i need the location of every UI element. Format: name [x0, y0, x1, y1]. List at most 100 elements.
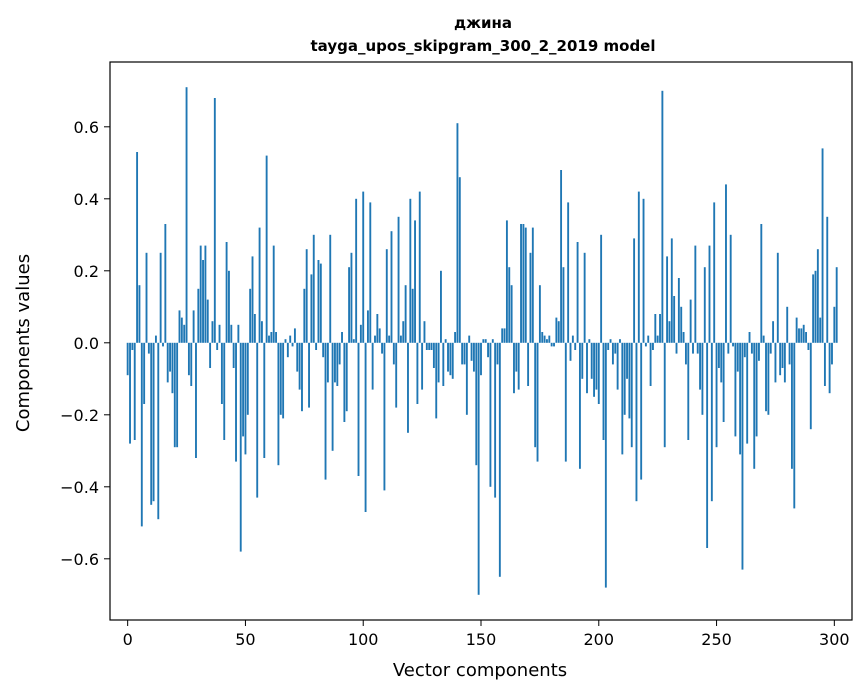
bar-118 [404, 285, 407, 343]
bar-99 [359, 324, 362, 343]
bar-259 [736, 342, 739, 372]
bar-290 [809, 342, 812, 430]
bar-133 [440, 270, 442, 343]
bar-281 [788, 342, 791, 365]
bar-89 [336, 342, 339, 386]
bar-295 [821, 148, 824, 343]
bar-37 [213, 98, 216, 343]
bar-15 [162, 342, 164, 347]
bar-233 [675, 342, 678, 354]
bar-206 [611, 342, 614, 365]
bar-22 [178, 310, 181, 343]
x-tick-label: 250 [701, 630, 732, 649]
x-tick-label: 0 [123, 630, 133, 649]
bar-5 [138, 285, 141, 343]
bar-267 [755, 342, 758, 437]
bar-243 [699, 342, 701, 390]
bar-70 [291, 342, 294, 347]
x-tick-label: 100 [348, 630, 379, 649]
y-tick-label: 0.2 [74, 262, 99, 281]
bar-120 [409, 198, 412, 343]
bar-264 [748, 332, 751, 343]
bar-18 [169, 342, 171, 372]
bar-109 [383, 342, 386, 491]
bar-146 [470, 342, 473, 361]
bar-184 [560, 170, 563, 343]
bar-179 [548, 335, 551, 343]
bar-69 [289, 335, 292, 343]
bar-276 [776, 252, 779, 343]
bar-85 [326, 342, 329, 383]
bar-75 [303, 288, 306, 343]
bar-284 [795, 317, 798, 343]
bar-168 [522, 224, 525, 343]
bar-32 [202, 260, 204, 343]
bar-149 [477, 342, 480, 595]
bar-136 [447, 342, 449, 372]
bar-73 [298, 342, 301, 390]
bar-44 [230, 324, 233, 343]
bar-56 [258, 227, 261, 343]
bar-192 [578, 342, 581, 469]
bar-196 [588, 339, 591, 343]
bar-190 [574, 342, 577, 350]
bar-64 [277, 342, 280, 466]
bar-238 [687, 342, 690, 440]
bar-226 [659, 314, 661, 343]
y-tick-label: 0.0 [74, 334, 99, 353]
bar-27 [190, 342, 193, 386]
bar-2 [131, 342, 134, 350]
bar-7 [143, 342, 146, 404]
bar-211 [623, 342, 626, 415]
bar-285 [798, 328, 800, 343]
bar-173 [534, 342, 537, 448]
bar-188 [569, 342, 572, 361]
bar-240 [692, 342, 694, 354]
bar-135 [444, 339, 447, 343]
x-tick-label: 150 [466, 630, 497, 649]
bar-170 [527, 342, 530, 386]
bar-130 [432, 342, 435, 368]
chart-title: джина [454, 14, 512, 32]
bar-3 [133, 342, 136, 440]
bar-88 [334, 342, 336, 383]
bar-270 [762, 335, 765, 343]
bar-45 [232, 342, 235, 368]
bar-280 [786, 306, 789, 343]
bar-42 [225, 242, 228, 343]
bar-250 [715, 342, 718, 448]
x-tick-label: 200 [584, 630, 615, 649]
bar-167 [520, 224, 522, 343]
bar-229 [666, 256, 669, 343]
bar-148 [475, 342, 478, 466]
bar-212 [626, 342, 628, 379]
bar-194 [583, 252, 586, 343]
bar-209 [619, 339, 621, 343]
bar-46 [235, 342, 237, 462]
plot-frame [109, 61, 853, 621]
bar-123 [416, 342, 419, 404]
bar-48 [239, 342, 242, 552]
bar-30 [197, 288, 200, 343]
bar-110 [385, 249, 388, 343]
bar-232 [673, 296, 676, 343]
bar-57 [260, 321, 263, 343]
bar-53 [251, 256, 254, 343]
bar-51 [246, 342, 249, 415]
bar-55 [256, 342, 259, 498]
bar-96 [352, 339, 355, 343]
bar-292 [814, 270, 817, 343]
bar-86 [329, 234, 332, 343]
bar-28 [192, 310, 195, 343]
bar-1 [129, 342, 131, 444]
bar-41 [223, 342, 226, 440]
bar-293 [816, 249, 819, 343]
bar-127 [425, 342, 428, 350]
bar-77 [308, 342, 310, 408]
bar-87 [331, 342, 334, 451]
bar-92 [343, 342, 346, 422]
bar-8 [145, 252, 148, 343]
bar-185 [562, 267, 565, 343]
bar-4 [136, 152, 139, 343]
bar-108 [381, 342, 383, 354]
